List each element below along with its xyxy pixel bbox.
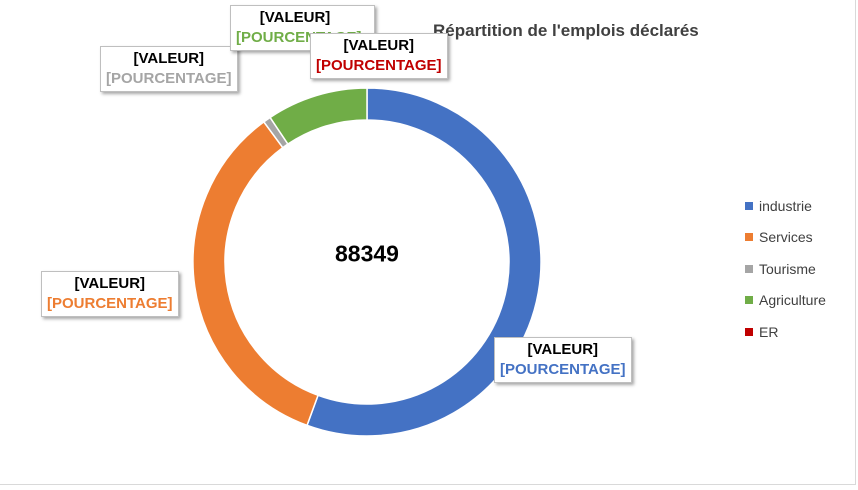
data-label-industrie: [VALEUR] [POURCENTAGE] bbox=[494, 337, 632, 383]
legend-item-agriculture: Agriculture bbox=[745, 285, 826, 317]
slice-agriculture bbox=[269, 87, 368, 146]
legend-label: Services bbox=[759, 229, 813, 246]
data-label-tourisme: [VALEUR] [POURCENTAGE] bbox=[100, 46, 238, 92]
center-total: 88349 bbox=[335, 240, 399, 267]
data-label-value: [VALEUR] bbox=[343, 37, 415, 54]
slice-industrie bbox=[306, 87, 542, 437]
data-label-percent: [POURCENTAGE] bbox=[106, 70, 232, 87]
legend-swatch bbox=[745, 233, 753, 242]
legend-item-services: Services bbox=[745, 222, 826, 254]
chart-title: Répartition de l'emplois déclarés bbox=[433, 21, 699, 40]
data-label-value: [VALEUR] bbox=[133, 50, 205, 67]
legend-item-industrie: industrie bbox=[745, 190, 826, 222]
slice-services bbox=[192, 120, 320, 427]
legend-swatch bbox=[745, 264, 753, 273]
data-label-value: [VALEUR] bbox=[527, 341, 599, 358]
legend-label: Tourisme bbox=[759, 260, 816, 277]
legend-item-tourisme: Tourisme bbox=[745, 253, 826, 285]
data-label-percent: [POURCENTAGE] bbox=[500, 361, 626, 378]
data-label-services: [VALEUR] [POURCENTAGE] bbox=[41, 271, 179, 317]
legend-swatch bbox=[745, 327, 753, 336]
legend-swatch bbox=[745, 296, 753, 305]
legend-label: ER bbox=[759, 323, 779, 340]
legend-swatch bbox=[745, 201, 753, 210]
legend-label: industrie bbox=[759, 197, 812, 214]
data-label-er: [VALEUR] [POURCENTAGE] bbox=[310, 33, 448, 79]
data-label-percent: [POURCENTAGE] bbox=[316, 57, 442, 74]
chart-legend: industrie Services Tourisme Agriculture … bbox=[745, 190, 826, 348]
data-label-percent: [POURCENTAGE] bbox=[47, 295, 173, 312]
legend-item-er: ER bbox=[745, 316, 826, 348]
data-label-value: [VALEUR] bbox=[259, 9, 331, 26]
data-label-value: [VALEUR] bbox=[74, 275, 146, 292]
legend-label: Agriculture bbox=[759, 292, 826, 309]
